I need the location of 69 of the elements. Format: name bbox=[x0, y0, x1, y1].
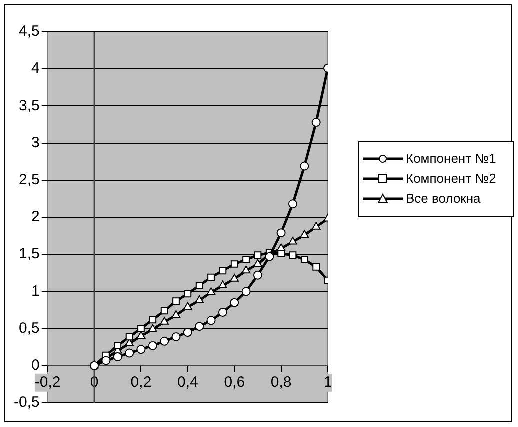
point bbox=[136, 345, 146, 354]
y-tick-label: 1 bbox=[32, 282, 40, 300]
y-tick-label: 3,5 bbox=[18, 97, 40, 114]
point bbox=[172, 332, 181, 342]
x-tick-label: 1 bbox=[324, 374, 332, 392]
point bbox=[206, 316, 216, 326]
point bbox=[265, 252, 274, 262]
point bbox=[219, 267, 227, 275]
y-tick-label: 2 bbox=[32, 208, 40, 226]
point bbox=[114, 342, 122, 350]
x-tick-label: -0,2 bbox=[34, 374, 61, 392]
legend-label: Компонент №2 bbox=[406, 170, 498, 188]
y-tick-label: 0,5 bbox=[18, 320, 40, 337]
point bbox=[102, 356, 111, 366]
point bbox=[184, 302, 192, 310]
point bbox=[160, 317, 169, 325]
point bbox=[206, 287, 216, 296]
point bbox=[254, 252, 262, 260]
point bbox=[218, 308, 228, 317]
point bbox=[183, 328, 192, 338]
point bbox=[138, 325, 145, 332]
point bbox=[230, 298, 240, 308]
point bbox=[230, 260, 238, 268]
legend-label: Компонент №1 bbox=[406, 150, 498, 168]
point bbox=[312, 118, 321, 128]
x-tick-label: 0,8 bbox=[270, 374, 292, 392]
x-tick-label: 0,6 bbox=[224, 374, 246, 392]
point bbox=[172, 298, 180, 306]
point bbox=[196, 282, 204, 290]
point bbox=[195, 296, 204, 304]
legend-label: Все волокна bbox=[406, 190, 482, 208]
point bbox=[208, 274, 215, 282]
x-tick-label: 0,4 bbox=[177, 374, 198, 392]
y-tick-label: 4,5 bbox=[18, 23, 40, 40]
point bbox=[254, 259, 262, 267]
point bbox=[113, 352, 122, 362]
point bbox=[288, 236, 298, 245]
point bbox=[160, 336, 170, 346]
point bbox=[125, 348, 134, 358]
point bbox=[276, 228, 286, 238]
point bbox=[160, 307, 168, 315]
point bbox=[126, 333, 134, 341]
point bbox=[242, 266, 251, 274]
y-tick-label: 3 bbox=[32, 134, 40, 152]
point bbox=[184, 290, 192, 298]
point bbox=[148, 341, 158, 350]
point bbox=[195, 322, 204, 332]
point bbox=[253, 270, 262, 280]
y-tick-label: -0,5 bbox=[14, 394, 40, 412]
y-tick-label: 2,5 bbox=[18, 172, 40, 189]
point bbox=[300, 162, 310, 171]
point bbox=[148, 324, 158, 332]
point bbox=[242, 256, 250, 264]
point bbox=[218, 280, 228, 289]
point bbox=[289, 252, 297, 260]
point bbox=[300, 230, 310, 238]
y-tick-label: 1,5 bbox=[18, 246, 40, 263]
point bbox=[278, 250, 285, 258]
point bbox=[300, 256, 308, 264]
point bbox=[230, 274, 240, 282]
y-tick-label: 0 bbox=[32, 357, 40, 374]
point bbox=[312, 222, 321, 230]
point bbox=[149, 316, 157, 324]
point bbox=[312, 264, 320, 271]
point bbox=[172, 310, 181, 318]
y-tick-label: 4 bbox=[32, 60, 40, 78]
point bbox=[242, 287, 251, 296]
point bbox=[288, 200, 298, 209]
x-tick-label: 0,2 bbox=[130, 374, 152, 392]
